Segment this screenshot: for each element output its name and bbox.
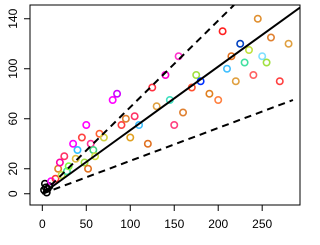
point [60,152,69,161]
point [179,108,188,117]
point [113,89,122,98]
reference-line [41,99,294,195]
point [214,96,223,105]
point [205,89,214,98]
point [249,71,258,80]
point [231,77,240,86]
point [236,39,245,48]
point [62,167,71,176]
point [262,58,271,67]
point [80,158,89,167]
point [192,71,201,80]
point [77,133,86,142]
point [148,83,157,92]
point [253,14,262,23]
reference-line [41,5,235,195]
point [121,114,130,123]
x-tick-label: 250 [252,217,272,231]
point [82,121,91,130]
point [258,52,267,61]
point [152,102,161,111]
point [64,162,73,171]
point [69,139,78,148]
point [266,33,275,42]
page: {"chart_data": {"type": "scatter", "xlim… [6,4,301,232]
chart: 0 50 100 150 200 250 0 20 60 100 140 [6,4,301,231]
point [108,96,117,105]
point [218,27,227,36]
point [99,133,108,142]
x-tick-label: 150 [164,217,184,231]
point [130,112,139,121]
point [170,121,179,130]
x-tick-label: 200 [208,217,228,231]
point [143,139,152,148]
point [126,133,135,142]
point [89,146,98,155]
point [91,152,100,161]
point [244,45,253,54]
point [275,77,284,86]
x-tick-label: 0 [39,217,46,231]
x-tick-label: 100 [120,217,140,231]
point [223,64,232,73]
y-tick-label: 100 [6,58,20,78]
plot-frame [29,4,301,206]
x-tick-label: 50 [80,217,94,231]
y-tick-label: 0 [6,190,20,197]
point [57,171,66,180]
y-tick-label: 140 [6,8,20,28]
point [86,139,95,148]
point [240,58,249,67]
point [84,164,93,173]
point [54,164,63,173]
point [117,121,126,130]
y-tick-label: 60 [6,112,20,126]
reference-line [41,6,300,195]
y-tick-label: 20 [6,162,20,176]
point [284,39,293,48]
point [73,146,82,155]
point [55,158,64,167]
point [227,52,236,61]
